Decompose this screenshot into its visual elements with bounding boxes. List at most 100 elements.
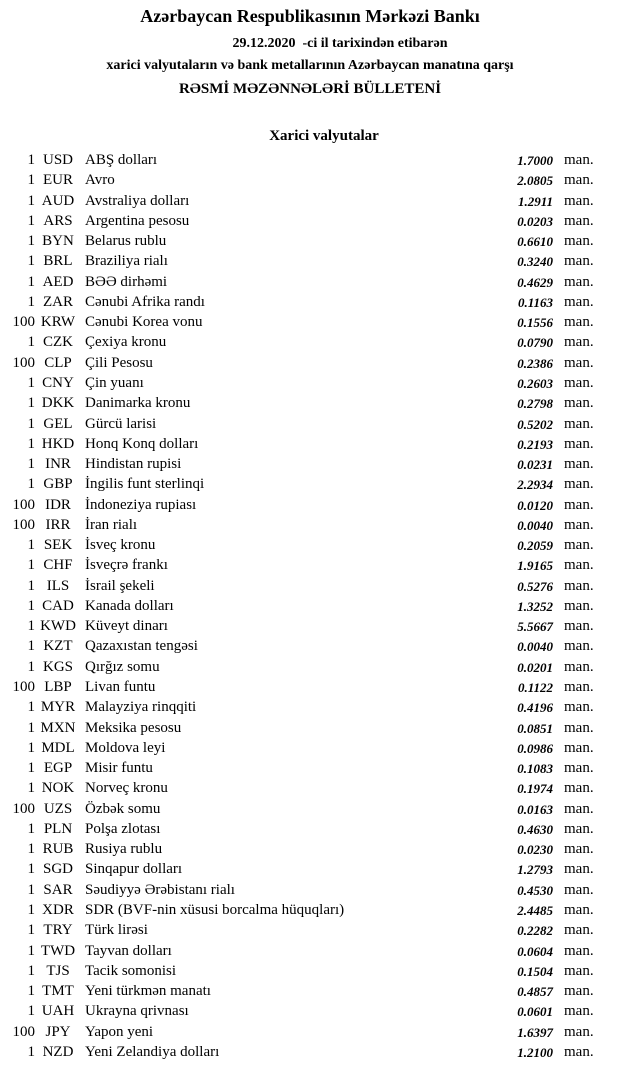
nominal: 100 — [12, 1023, 36, 1040]
bulletin-title: RƏSMİ MƏZƏNNƏLƏRİ BÜLLETENİ — [178, 81, 442, 97]
nominal: 1 — [27, 273, 36, 290]
currency-code: CLP — [44, 354, 72, 371]
rate: 0.2386 — [517, 355, 553, 371]
unit: man. — [564, 212, 594, 229]
rate: 0.1163 — [517, 294, 553, 310]
nominal: 1 — [27, 172, 36, 189]
nominal: 1 — [27, 739, 36, 756]
currency-name: Avro — [85, 172, 115, 189]
rate: 0.2603 — [517, 375, 553, 391]
unit: man. — [564, 942, 594, 959]
nominal: 1 — [27, 456, 36, 473]
currency-code: KGS — [42, 658, 73, 675]
rate: 0.0230 — [517, 842, 553, 858]
nominal: 100 — [12, 354, 36, 371]
currency-name: Özbək somu — [85, 800, 161, 817]
currency-name: Kanada dolları — [85, 597, 174, 614]
nominal: 1 — [27, 537, 36, 554]
nominal: 1 — [27, 334, 36, 351]
nominal: 1 — [27, 760, 36, 777]
currency-code: UAH — [41, 1003, 75, 1020]
currency-code: SEK — [43, 537, 73, 554]
currency-code: KRW — [40, 314, 76, 331]
rate: 0.0986 — [517, 740, 553, 756]
currency-name: Yeni türkmən manatı — [85, 983, 211, 1000]
section-title: Xarici valyutalar — [269, 128, 379, 144]
currency-name: Tacik somonisi — [85, 962, 177, 979]
unit: man. — [564, 699, 594, 716]
currency-name: Çili Pesosu — [85, 354, 153, 371]
nominal: 100 — [12, 516, 36, 533]
nominal: 1 — [27, 841, 36, 858]
nominal: 1 — [27, 374, 36, 391]
nominal: 100 — [12, 496, 36, 513]
currency-name: Gürcü larisi — [85, 415, 157, 432]
unit: man. — [564, 597, 594, 614]
currency-code: NZD — [42, 1043, 74, 1060]
rate: 0.0120 — [517, 497, 553, 513]
currency-code: ARS — [43, 212, 73, 229]
rate: 0.5202 — [517, 416, 553, 432]
currency-name: İndoneziya rupiası — [85, 496, 197, 513]
rate: 0.6610 — [517, 234, 553, 250]
unit: man. — [564, 820, 594, 837]
currency-code: MDL — [41, 739, 75, 756]
nominal: 1 — [27, 395, 36, 412]
currency-name: Danimarka kronu — [85, 395, 191, 412]
currency-code: PLN — [43, 820, 73, 837]
nominal: 1 — [27, 658, 36, 675]
currency-code: XDR — [42, 901, 74, 918]
unit: man. — [564, 253, 594, 270]
nominal: 1 — [27, 942, 36, 959]
nominal: 1 — [27, 638, 36, 655]
currency-code: TWD — [40, 942, 76, 959]
nominal: 1 — [27, 212, 36, 229]
nominal: 100 — [12, 800, 36, 817]
unit: man. — [564, 273, 594, 290]
rate: 0.2798 — [517, 396, 553, 412]
currency-name: Moldova leyi — [85, 739, 166, 756]
nominal: 1 — [27, 618, 36, 635]
currency-name: Meksika pesosu — [85, 719, 182, 736]
rate: 0.0601 — [517, 1004, 553, 1020]
unit: man. — [564, 537, 594, 554]
currency-name: SDR (BVF-nin xüsusi borcalma hüquqları) — [85, 901, 345, 918]
unit: man. — [564, 374, 594, 391]
currency-name: Rusiya rublu — [85, 841, 163, 858]
nominal: 1 — [27, 597, 36, 614]
rate: 2.2934 — [517, 477, 553, 493]
currency-name: İran rialı — [85, 516, 138, 533]
currency-code: CHF — [43, 557, 73, 574]
nominal: 1 — [27, 1003, 36, 1020]
nominal: 1 — [27, 476, 36, 493]
unit: man. — [564, 618, 594, 635]
currency-name: Avstraliya dolları — [85, 192, 190, 209]
rate: 0.0790 — [517, 335, 553, 351]
currency-code: DKK — [41, 395, 75, 412]
unit: man. — [564, 314, 594, 331]
unit: man. — [564, 516, 594, 533]
currency-code: AUD — [41, 192, 75, 209]
currency-name: Malayziya rinqqiti — [85, 699, 197, 716]
unit: man. — [564, 415, 594, 432]
rate: 1.2911 — [517, 193, 553, 209]
currency-name: Türk lirəsi — [85, 922, 148, 939]
currency-code: IDR — [45, 496, 71, 513]
currency-name: Çexiya kronu — [85, 334, 167, 351]
currency-code: SGD — [42, 861, 73, 878]
currency-code: TMT — [42, 983, 74, 1000]
unit: man. — [564, 962, 594, 979]
nominal: 1 — [27, 699, 36, 716]
unit: man. — [564, 739, 594, 756]
currency-name: ABŞ dolları — [85, 152, 158, 168]
currency-name: Polşa zlotası — [85, 820, 161, 837]
nominal: 1 — [27, 901, 36, 918]
currency-code: CNY — [42, 374, 74, 391]
currency-name: Hindistan rupisi — [85, 456, 182, 473]
currency-name: Belarus rublu — [85, 233, 167, 250]
unit: man. — [564, 760, 594, 777]
currency-code: GEL — [43, 415, 73, 432]
nominal: 1 — [27, 152, 36, 168]
nominal: 1 — [27, 820, 36, 837]
currency-name: Cənubi Korea vonu — [85, 314, 203, 331]
